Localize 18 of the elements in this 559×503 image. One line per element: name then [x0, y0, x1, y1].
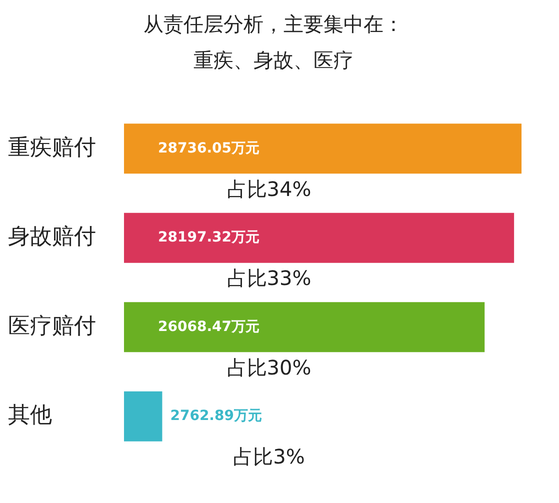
chart-subtitle: 重疾、身故、医疗 — [194, 48, 354, 72]
y-tick-label: 身故赔付 — [8, 224, 96, 250]
annotation: 占比3% — [233, 444, 305, 469]
bar — [124, 391, 162, 442]
data-label: 26068.47万元 — [158, 318, 260, 335]
annotation: 占比34% — [226, 176, 312, 201]
y-tick-label: 重疾赔付 — [8, 135, 96, 160]
bar — [124, 302, 485, 352]
bar — [124, 212, 514, 263]
annotation: 占比33% — [226, 266, 312, 290]
annotation: 占比30% — [226, 355, 312, 380]
chart-title: 从责任层分析，主要集中在： — [144, 12, 404, 36]
y-tick-label: 医疗赔付 — [8, 314, 96, 339]
y-tick-label: 其他 — [8, 403, 52, 428]
data-label: 28197.32万元 — [158, 230, 260, 246]
bar — [124, 124, 522, 174]
data-label: 2762.89万元 — [170, 408, 262, 424]
data-label: 28736.05万元 — [158, 140, 260, 156]
